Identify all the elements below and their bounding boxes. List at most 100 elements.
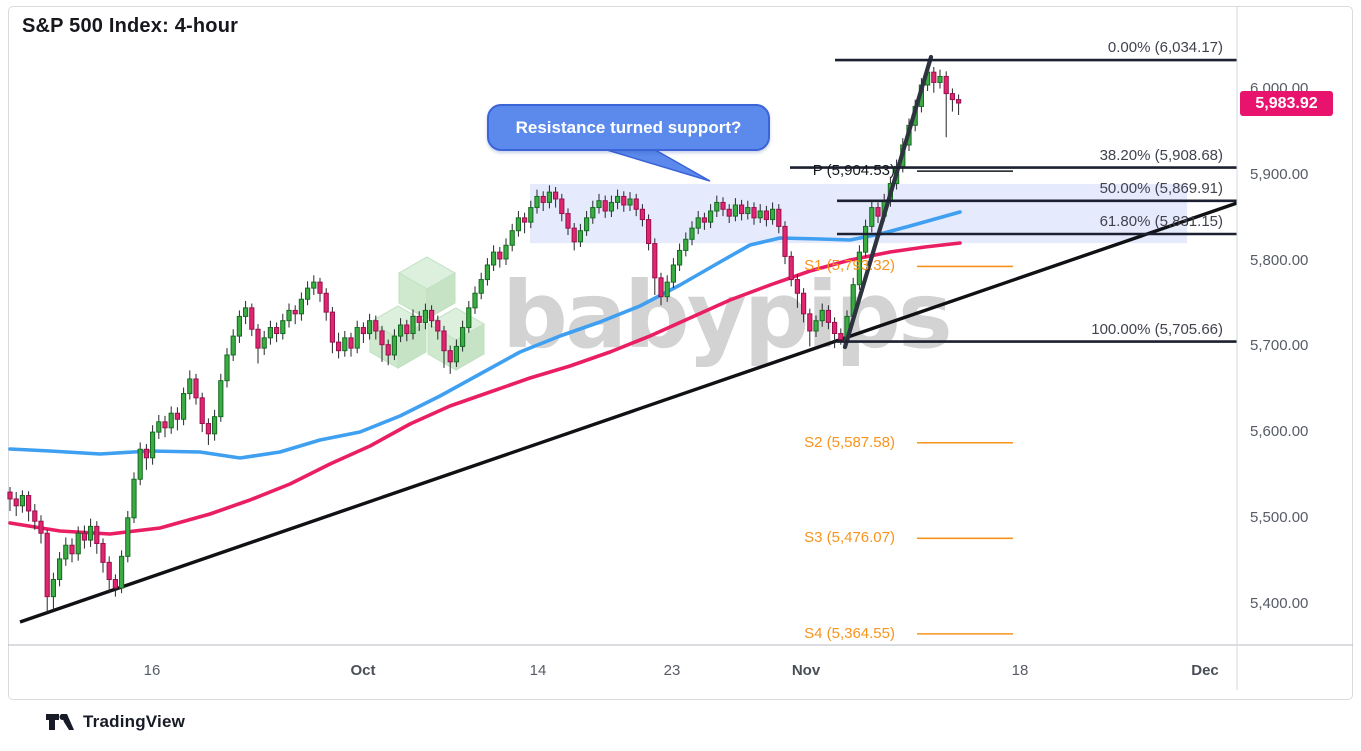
candlestick	[757, 210, 763, 219]
candlestick	[137, 448, 143, 480]
price-axis-label: 5,700.00	[1250, 337, 1309, 355]
candlestick	[125, 517, 131, 557]
pivot-label: S2 (5,587.58)	[804, 433, 895, 451]
candlestick	[298, 298, 304, 315]
candlestick	[44, 532, 50, 598]
candlestick	[416, 315, 422, 323]
candlestick	[460, 327, 466, 347]
time-axis-label: Oct	[350, 662, 376, 679]
candlestick	[695, 217, 701, 229]
candlestick	[869, 207, 875, 227]
candlestick	[280, 320, 286, 335]
fib-label: 61.80% (5,831.15)	[1099, 213, 1223, 230]
candlestick	[732, 204, 738, 217]
candlestick	[336, 341, 342, 352]
candlestick	[156, 421, 162, 433]
candlestick	[559, 198, 565, 215]
candlestick	[50, 579, 56, 598]
pivot-label: S1 (5,793.32)	[804, 257, 895, 275]
slow-moving-average	[8, 241, 962, 536]
candlestick	[255, 328, 261, 349]
candlestick	[745, 207, 751, 215]
candlestick	[503, 244, 509, 260]
candlestick	[100, 543, 106, 563]
candlestick	[453, 345, 459, 363]
candlestick	[639, 208, 645, 221]
candlestick	[391, 335, 397, 356]
candlestick	[596, 200, 602, 209]
candlestick	[150, 431, 156, 459]
fib-label: 100.00% (5,705.66)	[1091, 320, 1223, 338]
candlestick	[838, 333, 844, 341]
candlestick	[652, 243, 658, 279]
time-axis-label: Dec	[1191, 662, 1219, 679]
time-axis-label: 16	[143, 662, 161, 679]
candlestick	[112, 579, 119, 589]
candlestick	[311, 281, 317, 289]
candlestick	[633, 198, 639, 210]
candlestick	[615, 195, 621, 203]
candlestick	[720, 201, 726, 210]
price-axis-label: 5,800.00	[1250, 251, 1309, 269]
time-axis-label: Nov	[791, 662, 821, 679]
candlestick	[491, 251, 497, 266]
candlestick	[106, 561, 112, 581]
candlestick	[509, 230, 515, 246]
last-price-badge: 5,983.92	[1240, 91, 1333, 116]
candlestick	[224, 354, 230, 382]
cube-face	[455, 323, 485, 371]
candlestick	[577, 230, 583, 243]
candlestick	[751, 207, 757, 219]
candlestick	[825, 309, 831, 323]
candlestick	[689, 227, 695, 240]
candlestick	[497, 251, 503, 260]
candlestick	[131, 478, 137, 519]
candlestick	[534, 195, 540, 209]
candlestick	[621, 195, 627, 206]
candlestick	[181, 393, 187, 420]
candlestick	[305, 287, 311, 300]
candlestick	[367, 320, 373, 335]
pivot-label: S4 (5,364.55)	[804, 624, 895, 642]
candlestick	[801, 292, 807, 315]
candlestick	[819, 309, 825, 322]
brand-name: TradingView	[83, 712, 186, 731]
candlestick	[683, 238, 689, 251]
fast-moving-average	[8, 210, 962, 460]
candlestick	[435, 320, 441, 332]
candlestick	[863, 225, 869, 253]
candlestick	[875, 207, 881, 217]
candlestick	[236, 315, 243, 337]
candlestick	[478, 279, 484, 294]
candlestick	[119, 555, 125, 589]
candlestick	[88, 525, 94, 541]
candlestick	[57, 558, 63, 581]
candlestick	[788, 255, 794, 281]
fib-label: 50.00% (5,869.91)	[1099, 179, 1223, 197]
pivot-label: P (5,904.53)	[812, 162, 895, 180]
candlestick	[515, 217, 521, 232]
fib-label: 38.20% (5,908.68)	[1099, 146, 1223, 164]
candlestick	[472, 292, 478, 309]
candlestick	[63, 544, 69, 560]
candlestick	[571, 227, 577, 243]
candlestick	[931, 71, 937, 83]
candlestick	[212, 416, 218, 435]
candlestick	[193, 378, 199, 399]
candlestick	[584, 217, 590, 232]
candlestick	[261, 337, 267, 349]
candlestick	[856, 251, 862, 286]
candlestick	[627, 198, 633, 206]
candlestick	[398, 324, 404, 337]
candlestick	[782, 225, 788, 257]
candlestick	[69, 544, 75, 555]
candlestick	[19, 495, 25, 507]
time-axis-label: 14	[529, 662, 547, 679]
callout-bubble: Resistance turned support?	[487, 104, 770, 151]
candlestick	[329, 311, 335, 343]
time-axis-label: 18	[1011, 662, 1029, 679]
candlestick	[323, 292, 329, 313]
candlestick	[26, 495, 32, 512]
candlestick	[832, 321, 838, 335]
